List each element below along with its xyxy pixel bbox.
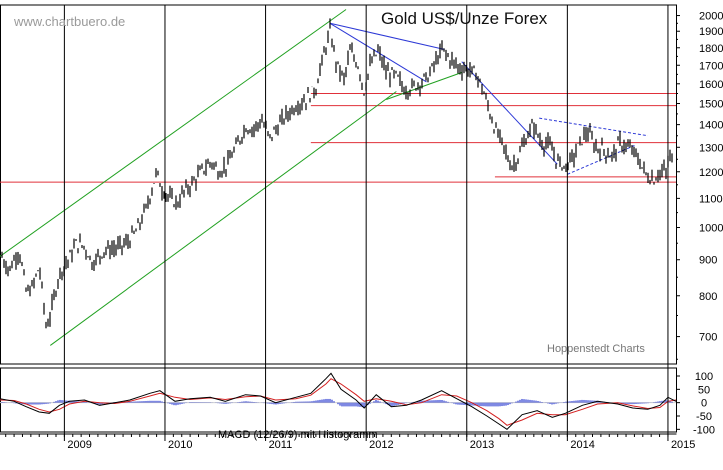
macd-tick-label: -50 (696, 411, 712, 423)
price-axis: 2000 1900 1800 1700 1600 1500 1400 1300 1200 1100… (676, 11, 723, 360)
price-tick-label: 900 (699, 255, 717, 267)
chart-frame (0, 4, 677, 435)
year-label: 2010 (168, 439, 192, 451)
macd-tick-label: -100 (693, 424, 715, 436)
price-tick-label: 800 (699, 291, 717, 303)
source-credit: Hoppenstedt Charts (547, 343, 645, 355)
year-label: 2013 (470, 439, 494, 451)
macd-tick-label: 100 (695, 371, 713, 383)
price-tick-label: 700 (699, 332, 717, 344)
time-axis: 2009 2010 2011 2012 2013 2014 2015 (5, 5, 695, 451)
price-tick-label: 1000 (699, 223, 723, 235)
price-tick-label: 1700 (699, 60, 723, 72)
macd-panel (0, 372, 677, 430)
year-label: 2009 (67, 439, 91, 451)
year-label: 2012 (369, 439, 393, 451)
price-tick-label: 1400 (699, 120, 723, 132)
channel-line (0, 9, 347, 257)
horizontal-lines (0, 92, 676, 183)
triangle-line (539, 117, 648, 137)
chart-title: Gold US$/Unze Forex (381, 9, 548, 28)
price-bars (1, 18, 673, 329)
price-tick-label: 1300 (699, 142, 723, 154)
price-tick-label: 1200 (699, 167, 723, 179)
macd-tick-label: 0 (701, 398, 707, 410)
macd-plot-border (0, 367, 677, 433)
price-tick-label: 1600 (699, 79, 723, 91)
macd-tick-label: 50 (698, 384, 710, 396)
channel-line (50, 91, 397, 346)
watermark: www.chartbuero.de (14, 14, 126, 29)
trend-line (329, 22, 427, 83)
trend-channel (0, 9, 397, 346)
price-tick-label: 1900 (699, 26, 723, 38)
macd-label: MACD (12/26/9) mit Histogramm (218, 429, 378, 441)
price-tick-label: 1100 (699, 193, 723, 205)
price-tick-label: 1500 (699, 99, 723, 111)
macd-line (0, 372, 677, 430)
year-label: 2015 (671, 439, 695, 451)
price-tick-label: 1800 (699, 43, 723, 55)
signal-line (0, 378, 677, 426)
main-plot-border (0, 4, 677, 365)
year-label: 2014 (570, 439, 594, 451)
trend-line (386, 72, 462, 100)
price-tick-label: 2000 (699, 11, 723, 23)
trend-line (329, 22, 445, 50)
year-label: 2011 (269, 439, 293, 451)
